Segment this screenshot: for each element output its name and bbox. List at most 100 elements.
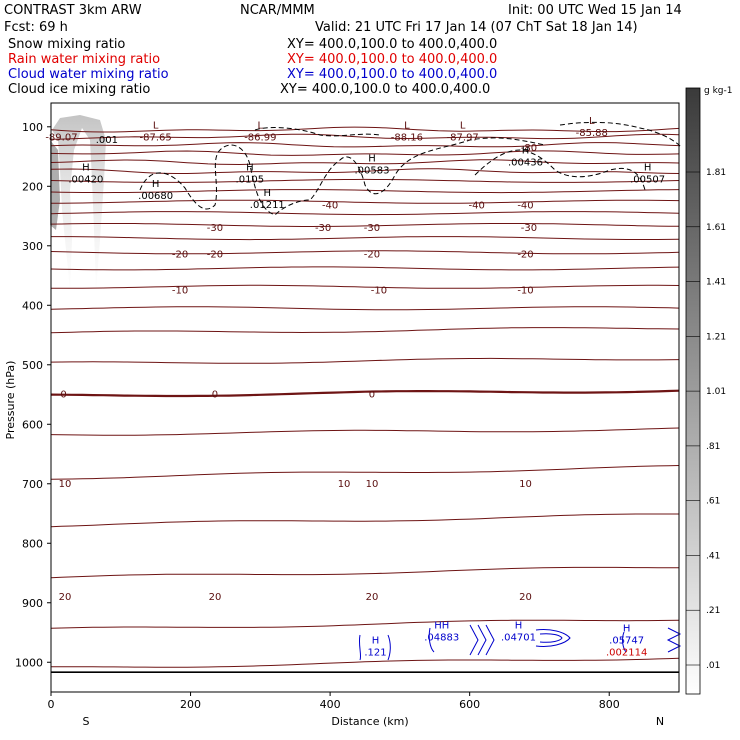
isotherm-line xyxy=(50,619,680,629)
cloud-ice-contours xyxy=(139,121,683,216)
isotherm-label: -80 xyxy=(521,143,537,154)
isotherm-label: 20 xyxy=(209,592,222,603)
isotherm-label: 10 xyxy=(338,479,351,490)
isotherm-label: -20 xyxy=(172,250,188,261)
extremum-value: .04701 xyxy=(501,632,536,643)
y-tick-label: 500 xyxy=(22,359,43,372)
plot-frame xyxy=(50,102,680,693)
colorbar-tick-label: 1.81 xyxy=(706,168,726,178)
isotherm-label: -20 xyxy=(517,250,533,261)
extremum-marker: H xyxy=(522,146,530,157)
extremum-value: .00436 xyxy=(508,158,543,169)
y-tick-label: 800 xyxy=(22,537,43,550)
isotherm-label: -20 xyxy=(207,250,223,261)
y-axis-label: Pressure (hPa) xyxy=(4,361,17,440)
x-tick-label: 0 xyxy=(48,698,55,711)
extremum-value: .121 xyxy=(364,647,386,658)
isotherm-label: -10 xyxy=(517,285,533,296)
extremum-marker: H xyxy=(515,620,523,631)
isotherm-label: -10 xyxy=(172,285,188,296)
isotherm-label: 20 xyxy=(519,592,532,603)
isotherm-line xyxy=(50,327,680,334)
isotherm-line xyxy=(50,465,680,480)
isotherm-line xyxy=(50,250,680,255)
x-axis: 0 200 400 600 800 xyxy=(48,692,620,711)
extremum-value: -86.99 xyxy=(244,133,276,144)
isotherm-line xyxy=(51,236,680,241)
isotherm-line xyxy=(50,306,680,311)
legend-rain-xy: XY= 400.0,100.0 to 400.0,400.0 xyxy=(287,52,497,67)
isotherm-label: 10 xyxy=(59,479,72,490)
init-time: Init: 00 UTC Wed 15 Jan 14 xyxy=(508,3,682,18)
extremum-marker: H xyxy=(368,153,376,164)
isotherm-line xyxy=(50,126,680,133)
extremum-value: -89.07 xyxy=(45,133,77,144)
isotherm-line xyxy=(50,566,679,579)
isotherm-line xyxy=(51,284,680,289)
isotherm-label: 20 xyxy=(59,592,72,603)
isotherm-line xyxy=(50,159,680,166)
valid-time: Valid: 21 UTC Fri 17 Jan 14 (07 ChT Sat … xyxy=(315,20,638,35)
isotherm-label: -40 xyxy=(517,200,533,211)
legend-cloud-water-label: Cloud water mixing ratio xyxy=(8,67,169,82)
extremum-marker: L xyxy=(404,121,410,132)
extremum-marker: H xyxy=(82,162,90,173)
isotherm-label: -40 xyxy=(322,200,338,211)
extremum-marker: H xyxy=(644,162,652,173)
extremum-marker: H xyxy=(246,162,254,173)
colorbar-tick-label: 1.01 xyxy=(706,387,726,397)
extremum-value: .00507 xyxy=(630,174,665,185)
colorbar-tick-label: 1.61 xyxy=(706,223,726,233)
isotherm-line xyxy=(50,211,680,216)
isotherm-line xyxy=(50,178,680,183)
extremum-marker: L xyxy=(460,121,466,132)
extremum-value: .00420 xyxy=(68,174,103,185)
isotherm-label: 10 xyxy=(366,479,379,490)
isotherm-line xyxy=(50,189,680,194)
legend-cloud-ice-xy: XY= 400.0,100.0 to 400.0,400.0 xyxy=(280,82,490,97)
y-tick-label: 100 xyxy=(22,121,43,134)
isotherm-line xyxy=(51,657,680,668)
isotherm-label: 0 xyxy=(369,390,375,401)
extremum-value: .0105 xyxy=(236,174,265,185)
extremum-value: .001 xyxy=(96,135,118,146)
isotherm-label: -40 xyxy=(468,200,484,211)
extremum-marker: H xyxy=(264,188,272,199)
isotherm-label: -30 xyxy=(521,223,537,234)
isotherm-line xyxy=(50,133,680,140)
extremum-marker: L xyxy=(589,116,595,127)
extremum-value: .04883 xyxy=(424,632,459,643)
x-tick-label: 200 xyxy=(180,698,201,711)
isotherm-label: 10 xyxy=(519,479,532,490)
freezing-isotherm xyxy=(50,389,680,398)
extremum-value: -87.97 xyxy=(447,133,479,144)
y-tick-label: 600 xyxy=(22,418,43,431)
extremum-marker: H xyxy=(623,623,631,634)
extremum-value: -88.16 xyxy=(391,133,423,144)
isotherm-line xyxy=(51,199,680,204)
isotherm-lines xyxy=(50,126,680,674)
colorbar-tick-label: .21 xyxy=(706,606,720,616)
x-tick-label: 800 xyxy=(599,698,620,711)
cloud-water-contours xyxy=(358,624,682,661)
extremum-marker: L xyxy=(258,121,264,132)
y-tick-label: 400 xyxy=(22,299,43,312)
isotherm-line xyxy=(50,357,680,364)
colorbar-tick-label: .81 xyxy=(706,442,720,452)
extremum-value: -85.88 xyxy=(576,128,608,139)
colorbar-tick-label: 1.41 xyxy=(706,278,726,288)
x-axis-label: Distance (km) xyxy=(331,715,408,728)
isotherm-line xyxy=(50,142,680,148)
x-tick-label: 400 xyxy=(320,698,341,711)
extremum-value: .00583 xyxy=(354,165,389,176)
colorbar: g kg-1 1.81 1.61 1.41 1.21 1.01 .81 .61 .41 .21.… xyxy=(685,86,732,695)
colorbar-tick-label: .41 xyxy=(706,551,720,561)
south-label: S xyxy=(83,715,90,728)
colorbar-tick-label: .61 xyxy=(706,497,720,507)
isotherm-label: -30 xyxy=(315,223,331,234)
legend-cloud-ice-label: Cloud ice mixing ratio xyxy=(8,82,150,97)
y-tick-label: 900 xyxy=(22,597,43,610)
x-tick-label: 600 xyxy=(459,698,480,711)
colorbar-tick-label: 1.21 xyxy=(706,332,726,342)
